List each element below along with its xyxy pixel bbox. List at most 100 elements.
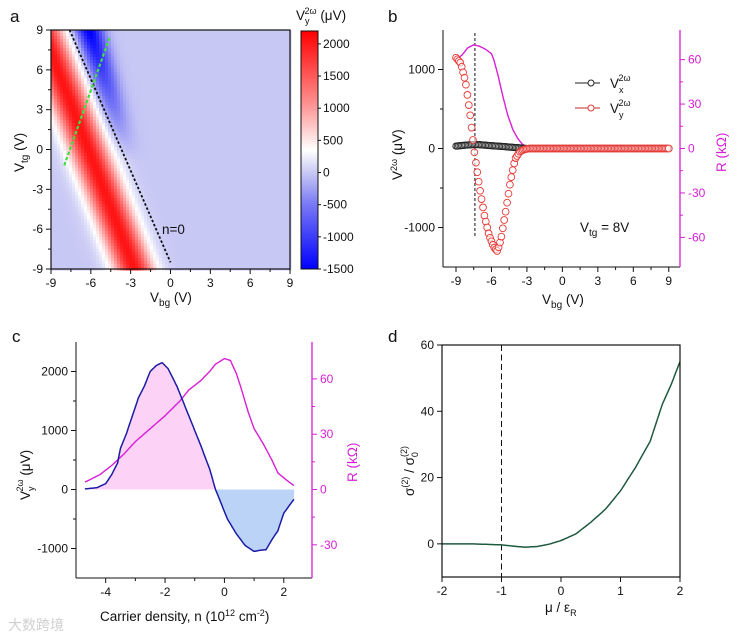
heatmap-cell xyxy=(75,195,79,199)
heatmap-cell xyxy=(219,165,223,169)
heatmap-cell xyxy=(219,171,223,175)
heatmap-cell xyxy=(237,54,241,58)
heatmap-cell xyxy=(234,222,238,226)
heatmap-cell xyxy=(156,129,160,133)
heatmap-cell xyxy=(141,60,145,64)
heatmap-cell xyxy=(129,219,133,223)
heatmap-cell xyxy=(141,258,145,262)
heatmap-cell xyxy=(216,84,220,88)
heatmap-cell xyxy=(183,207,187,211)
heatmap-cell xyxy=(159,201,163,205)
heatmap-cell xyxy=(198,201,202,205)
heatmap-cell xyxy=(120,156,124,160)
heatmap-cell xyxy=(102,228,106,232)
heatmap-cell xyxy=(90,150,94,154)
heatmap-cell xyxy=(174,135,178,139)
heatmap-cell xyxy=(75,159,79,163)
heatmap-cell xyxy=(129,180,133,184)
heatmap-cell xyxy=(117,144,121,148)
heatmap-cell xyxy=(156,66,160,70)
heatmap-cell xyxy=(123,243,127,247)
heatmap-cell xyxy=(222,237,226,241)
heatmap-cell xyxy=(117,213,121,217)
heatmap-cell xyxy=(147,219,151,223)
heatmap-cell xyxy=(129,156,133,160)
heatmap-cell xyxy=(138,225,142,229)
heatmap-cell xyxy=(180,135,184,139)
heatmap-cell xyxy=(75,144,79,148)
heatmap-cell xyxy=(168,54,172,58)
heatmap-cell xyxy=(57,123,61,127)
heatmap-cell xyxy=(186,87,190,91)
heatmap-cell xyxy=(132,240,136,244)
heatmap-cell xyxy=(54,168,58,172)
heatmap-cell xyxy=(135,87,139,91)
heatmap-cell xyxy=(135,69,139,73)
heatmap-cell xyxy=(159,48,163,52)
heatmap-cell xyxy=(183,39,187,43)
heatmap-cell xyxy=(63,150,67,154)
heatmap-cell xyxy=(219,60,223,64)
heatmap-cell xyxy=(156,132,160,136)
heatmap-cell xyxy=(63,219,67,223)
heatmap-cell xyxy=(165,198,169,202)
heatmap-cell xyxy=(108,249,112,253)
heatmap-cell xyxy=(63,60,67,64)
heatmap-cell xyxy=(165,57,169,61)
heatmap-cell xyxy=(57,255,61,259)
heatmap-cell xyxy=(210,192,214,196)
heatmap-cell xyxy=(81,231,85,235)
heatmap-cell xyxy=(75,117,79,121)
heatmap-cell xyxy=(87,210,91,214)
heatmap-cell xyxy=(138,105,142,109)
heatmap-cell xyxy=(195,48,199,52)
heatmap-cell xyxy=(231,54,235,58)
heatmap-cell xyxy=(129,87,133,91)
heatmap-cell xyxy=(63,123,67,127)
heatmap-cell xyxy=(192,180,196,184)
heatmap-cell xyxy=(204,207,208,211)
heatmap-cell xyxy=(84,120,88,124)
heatmap-cell xyxy=(102,225,106,229)
heatmap-cell xyxy=(180,78,184,82)
heatmap-cell xyxy=(162,225,166,229)
heatmap-cell xyxy=(201,60,205,64)
heatmap-cell xyxy=(222,105,226,109)
heatmap-cell xyxy=(117,96,121,100)
heatmap-cell xyxy=(123,39,127,43)
heatmap-cell xyxy=(105,252,109,256)
heatmap-cell xyxy=(216,240,220,244)
heatmap-cell xyxy=(219,264,223,268)
heatmap-cell xyxy=(225,219,229,223)
heatmap-cell xyxy=(210,66,214,70)
heatmap-cell xyxy=(228,144,232,148)
heatmap-cell xyxy=(198,189,202,193)
heatmap-cell xyxy=(207,132,211,136)
heatmap-cell xyxy=(159,84,163,88)
heatmap-cell xyxy=(129,207,133,211)
heatmap-cell xyxy=(171,180,175,184)
heatmap-cell xyxy=(207,201,211,205)
heatmap-cell xyxy=(192,153,196,157)
heatmap-cell xyxy=(174,249,178,253)
heatmap-cell xyxy=(213,117,217,121)
heatmap-cell xyxy=(123,108,127,112)
heatmap-cell xyxy=(147,114,151,118)
heatmap-cell xyxy=(165,117,169,121)
heatmap-cell xyxy=(120,63,124,67)
heatmap-cell xyxy=(81,168,85,172)
heatmap-cell xyxy=(144,93,148,97)
heatmap-cell xyxy=(165,216,169,220)
heatmap-cell xyxy=(156,123,160,127)
heatmap-cell xyxy=(144,114,148,118)
heatmap-cell xyxy=(147,108,151,112)
heatmap-cell xyxy=(138,72,142,76)
heatmap-cell xyxy=(114,39,118,43)
heatmap-cell xyxy=(201,51,205,55)
heatmap-cell xyxy=(150,225,154,229)
heatmap-cell xyxy=(168,237,172,241)
heatmap-cell xyxy=(72,87,76,91)
heatmap-cell xyxy=(174,93,178,97)
heatmap-cell xyxy=(117,264,121,268)
